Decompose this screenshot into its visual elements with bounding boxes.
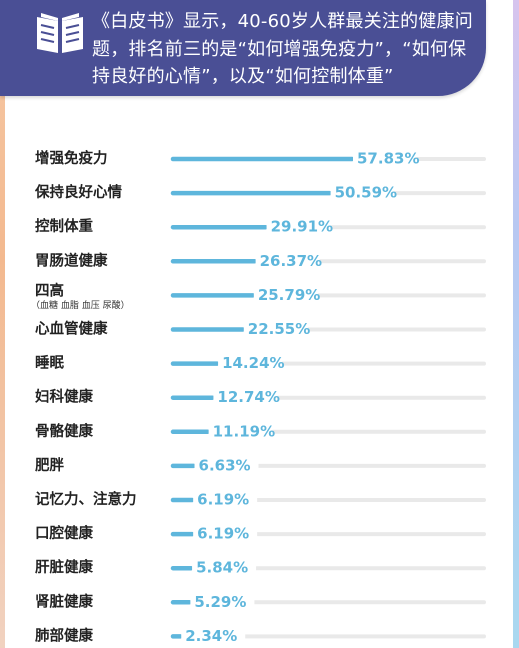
value-label-backdrop	[253, 285, 318, 306]
category-label: 胃肠道健康	[35, 251, 108, 269]
value-label: 50.59%	[335, 184, 397, 202]
value-label: 26.37%	[260, 252, 322, 270]
value-label-backdrop	[255, 251, 320, 272]
category-label: 保持良好心情	[34, 183, 122, 201]
category-label: 肝脏健康	[35, 558, 93, 576]
headline-text: 《白皮书》显示，40-60岁人群最关注的健康问题，排名前三的是“如何增强免疫力”…	[92, 11, 473, 87]
value-label-backdrop	[193, 524, 258, 545]
header-banner: 《白皮书》显示，40-60岁人群最关注的健康问题，排名前三的是“如何增强免疫力”…	[0, 0, 486, 96]
category-label: 妇科健康	[34, 388, 93, 406]
value-label: 22.55%	[248, 320, 310, 338]
value-label-backdrop	[208, 421, 273, 442]
category-label: 增强免疫力	[35, 149, 108, 167]
category-label: 肺部健康	[35, 626, 93, 644]
value-label-backdrop	[181, 626, 246, 647]
value-label: 25.79%	[258, 286, 320, 304]
value-label: 57.83%	[357, 150, 419, 168]
category-label: 肥胖	[35, 456, 64, 474]
value-label-backdrop	[218, 353, 283, 374]
category-label: 肾脏健康	[35, 592, 93, 610]
left-edge-decoration	[0, 0, 5, 648]
category-sublabel: （血糖 血脂 血压 尿酸）	[31, 299, 130, 311]
value-label: 6.19%	[197, 525, 249, 543]
category-label: 控制体重	[35, 217, 93, 235]
value-label: 29.91%	[271, 218, 333, 236]
value-label-backdrop	[194, 455, 259, 476]
value-label-backdrop	[330, 183, 395, 204]
value-label: 11.19%	[213, 422, 275, 440]
value-label: 12.74%	[217, 388, 279, 406]
right-edge-decoration	[513, 0, 519, 648]
value-label-backdrop	[190, 592, 255, 613]
value-label-backdrop	[266, 217, 331, 238]
value-label: 6.19%	[197, 491, 249, 509]
value-label: 6.63%	[199, 456, 251, 474]
value-label: 14.24%	[222, 354, 284, 372]
value-label: 5.84%	[196, 559, 248, 577]
value-label: 5.29%	[194, 593, 246, 611]
category-label: 记忆力、注意力	[35, 490, 137, 508]
value-label-backdrop	[192, 558, 257, 579]
book-icon	[37, 13, 83, 53]
category-label: 口腔健康	[35, 524, 93, 542]
value-label-backdrop	[213, 387, 278, 408]
category-label: 心血管健康	[35, 320, 108, 338]
value-label-backdrop	[353, 149, 417, 169]
value-label-backdrop	[193, 490, 258, 510]
value-label-backdrop	[243, 319, 308, 340]
value-label: 2.34%	[185, 627, 237, 645]
category-label: 骨骼健康	[35, 422, 93, 440]
category-label: 四高	[35, 281, 64, 299]
category-label: 睡眠	[35, 354, 64, 372]
